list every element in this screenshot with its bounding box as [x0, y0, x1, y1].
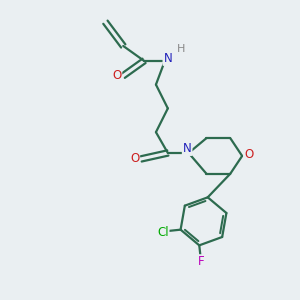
- Text: O: O: [130, 152, 139, 165]
- Text: O: O: [112, 69, 121, 82]
- Text: Cl: Cl: [157, 226, 169, 239]
- Text: N: N: [183, 142, 191, 155]
- Text: O: O: [244, 148, 253, 161]
- Text: N: N: [164, 52, 172, 65]
- Text: F: F: [197, 255, 204, 268]
- Text: H: H: [177, 44, 185, 54]
